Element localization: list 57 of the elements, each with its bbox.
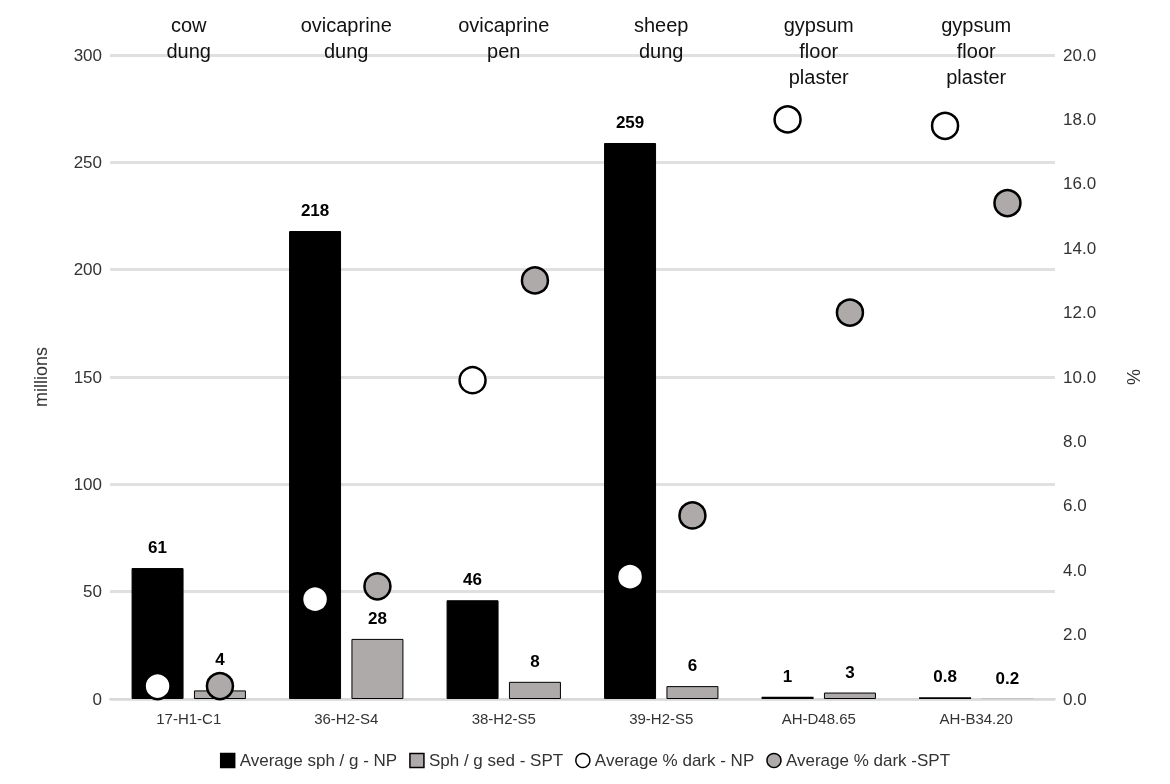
data-label: 28 — [367, 608, 387, 628]
bar — [508, 681, 561, 699]
data-label: 4 — [215, 650, 226, 670]
y-tick-label: 100 — [73, 474, 102, 494]
bar — [446, 600, 499, 699]
y2-tick-label: 10.0 — [1063, 367, 1097, 387]
annotation: cow dung — [166, 14, 211, 62]
y2-tick-label: 2.0 — [1063, 625, 1087, 645]
y-tick-label: 250 — [73, 152, 102, 172]
y-tick-label: 0 — [92, 689, 102, 709]
y2-tick-label: 18.0 — [1063, 109, 1097, 129]
x-tick-label: 36-H2-S4 — [314, 710, 379, 727]
y2-axis-title: % — [1124, 368, 1144, 386]
y2-tick-label: 6.0 — [1063, 496, 1087, 516]
y-tick-label: 200 — [73, 260, 102, 280]
y-axis-title: millions — [31, 346, 51, 408]
legend-label: Average sph / g - NP — [239, 751, 398, 770]
x-tick-label: AH-B34.20 — [939, 710, 1013, 727]
legend-label: Average % dark - NP — [594, 751, 755, 770]
annotation: ovicaprine pen — [458, 14, 550, 62]
data-label: 259 — [615, 113, 645, 133]
y-tick-label: 150 — [73, 367, 102, 387]
x-tick-label: 38-H2-S5 — [471, 710, 536, 727]
data-label: 0.8 — [933, 667, 957, 687]
y-tick-label: 50 — [83, 582, 102, 602]
annotation: gypsum floor plaster — [783, 14, 854, 88]
annotation: gypsum floor plaster — [941, 14, 1012, 88]
data-label: 1 — [782, 666, 793, 686]
y2-tick-label: 12.0 — [1063, 303, 1097, 323]
annotation: ovicaprine dung — [300, 14, 392, 62]
y-tick-label: 300 — [73, 45, 102, 65]
y2-tick-label: 8.0 — [1063, 431, 1087, 451]
bar — [761, 696, 814, 699]
y2-tick-label: 4.0 — [1063, 560, 1087, 580]
data-label: 3 — [845, 662, 855, 682]
y2-tick-label: 0.0 — [1063, 689, 1087, 709]
bar — [131, 568, 184, 699]
bar — [666, 686, 719, 699]
bar — [351, 638, 404, 699]
y2-tick-label: 20.0 — [1063, 45, 1097, 65]
data-label: 46 — [463, 570, 483, 590]
bar — [604, 143, 657, 699]
legend-label: Sph / g sed - SPT — [428, 751, 564, 770]
data-label: 61 — [148, 538, 168, 558]
legend-label: Average % dark -SPT — [785, 751, 951, 770]
data-label: 0.2 — [995, 668, 1020, 688]
annotation: sheep dung — [634, 14, 689, 62]
bar — [823, 692, 876, 699]
data-label: 218 — [300, 201, 330, 221]
bar — [289, 231, 342, 699]
x-tick-label: 39-H2-S5 — [629, 710, 694, 727]
x-tick-label: AH-D48.65 — [781, 710, 856, 727]
data-label: 6 — [687, 656, 698, 676]
y2-tick-label: 16.0 — [1063, 174, 1097, 194]
y2-tick-label: 14.0 — [1063, 238, 1097, 258]
data-label: 8 — [530, 651, 540, 671]
x-tick-label: 17-H1-C1 — [156, 710, 222, 727]
